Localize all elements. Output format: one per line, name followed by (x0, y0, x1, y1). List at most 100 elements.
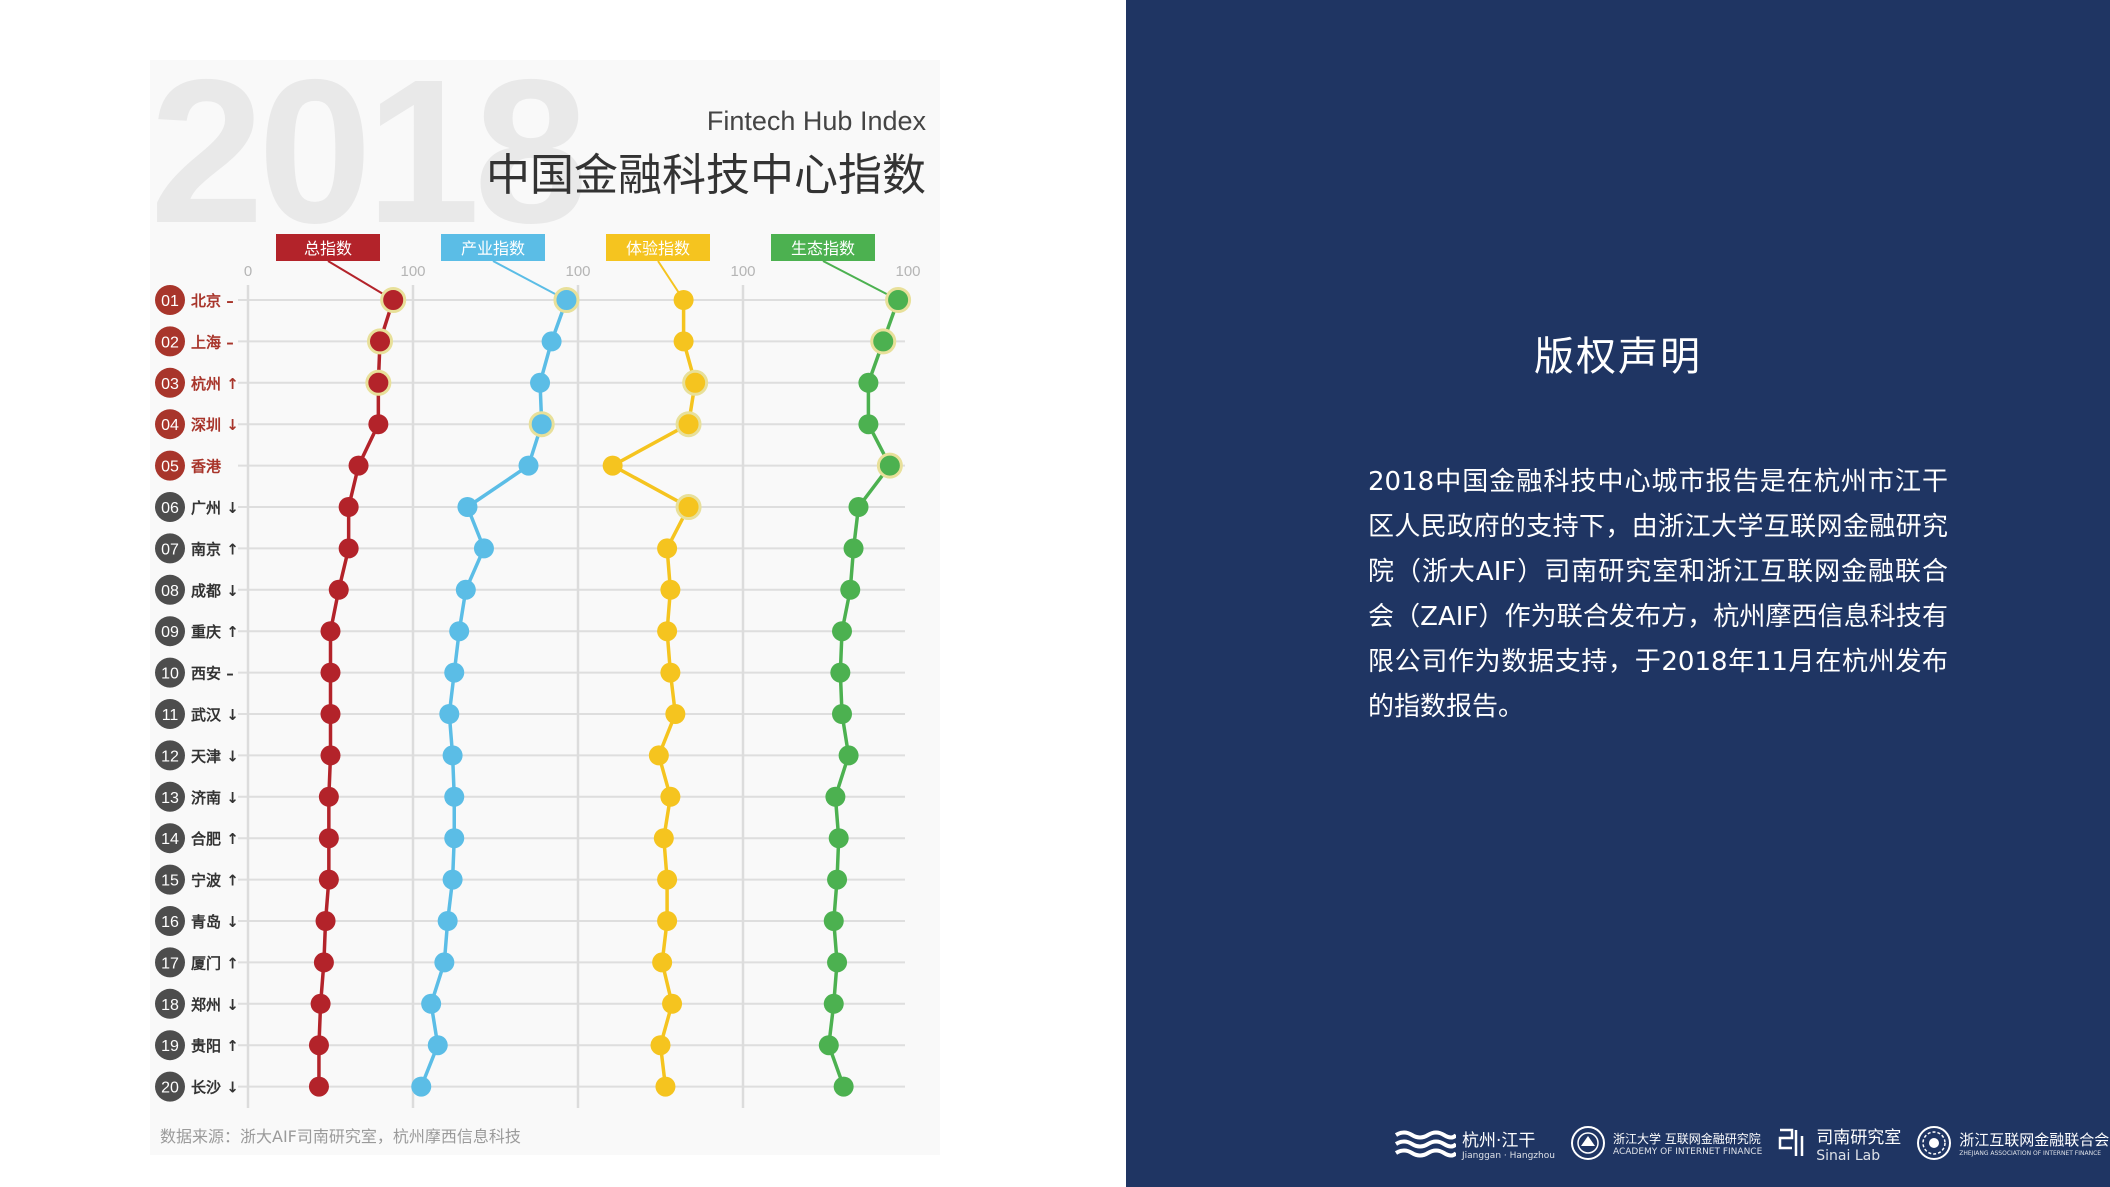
data-point (348, 455, 369, 476)
data-point (310, 993, 331, 1014)
data-point (437, 911, 458, 931)
copyright-body: 2018中国金融科技中心城市报告是在杭州市江干区人民政府的支持下，由浙江大学互联… (1368, 467, 1948, 722)
tick-label: 100 (565, 263, 590, 280)
data-point (457, 497, 478, 517)
rank-number: 06 (161, 500, 179, 517)
rank-number: 01 (161, 293, 179, 310)
data-point (818, 1035, 839, 1056)
data-point (660, 786, 681, 807)
data-point (648, 745, 669, 766)
data-point (858, 372, 879, 393)
data-point (657, 869, 678, 890)
logo-sinai-name: 司南研究室 (1816, 1127, 1902, 1148)
logo-zaif: 浙江互联网金融联合会 ZHEJIANG ASSOCIATION OF INTER… (1915, 1124, 2109, 1162)
rank-badge (155, 1071, 185, 1102)
data-point (328, 579, 349, 600)
data-point (657, 621, 678, 642)
rank-number: 07 (161, 541, 179, 558)
data-point (876, 452, 903, 479)
data-point (338, 538, 359, 559)
legend-connector (492, 260, 567, 301)
rank-number: 20 (161, 1080, 179, 1097)
data-point (885, 287, 912, 313)
data-point (528, 411, 555, 438)
data-point (530, 372, 551, 393)
data-point (313, 952, 334, 973)
city-label: 青岛 ↓ (191, 913, 239, 931)
logo-jianggan: 杭州·江干 Jianggan · Hangzhou (1394, 1126, 1555, 1161)
data-point (439, 704, 460, 724)
logo-zaif-sub: ZHEJIANG ASSOCIATION OF INTERNET FINANCE (1959, 1150, 2102, 1157)
rank-badge (155, 823, 185, 854)
rank-badge (155, 326, 185, 357)
data-point (848, 497, 869, 517)
city-label: 杭州 ↑ (191, 375, 239, 393)
data-point (675, 494, 702, 520)
rank-badge (155, 533, 185, 564)
data-point (838, 745, 859, 766)
data-point (434, 952, 455, 973)
rank-badge (155, 864, 185, 895)
rank-badge (155, 450, 185, 481)
data-point (421, 993, 442, 1014)
legend-tag (771, 234, 875, 261)
chart-panel: 2018 Fintech Hub Index 中国金融科技中心指数 0 100 10… (150, 37, 927, 1146)
copyright-heading: 版权声明 (1534, 334, 1702, 380)
data-point (657, 538, 678, 559)
data-point (833, 1076, 854, 1097)
city-label: 合肥 ↑ (190, 830, 239, 848)
data-point (675, 411, 702, 438)
rank-badge (155, 367, 185, 398)
fintech-hub-index-chart: 2018 Fintech Hub Index 中国金融科技中心指数 0 100 10… (150, 37, 927, 1146)
rank-badge (155, 740, 185, 771)
data-point (827, 952, 848, 973)
data-point (315, 911, 336, 931)
data-point (652, 952, 673, 973)
chart-title: 中国金融科技中心指数 (486, 150, 926, 201)
data-point (655, 1076, 676, 1097)
chart-subtitle: Fintech Hub Index (707, 106, 927, 136)
data-point (308, 1076, 329, 1097)
rank-badge (155, 1030, 185, 1061)
data-point (682, 369, 709, 396)
tick-label: 100 (730, 263, 755, 280)
data-point (657, 911, 678, 931)
city-label: 郑州 ↓ (191, 996, 239, 1014)
city-label: 武汉 ↓ (191, 706, 239, 724)
university-seal-icon (1570, 1126, 1605, 1160)
data-point (365, 369, 392, 396)
rank-badge (155, 906, 185, 936)
city-label: 重庆 ↑ (191, 623, 239, 641)
data-point (660, 662, 681, 683)
year-watermark: 2018 (150, 37, 582, 266)
rank-badge (155, 492, 185, 522)
data-point (320, 621, 341, 642)
rank-badge (155, 699, 185, 729)
data-point (442, 869, 463, 890)
data-point (825, 786, 846, 807)
rank-number: 16 (161, 914, 179, 931)
legend-label: 产业指数 (461, 239, 525, 258)
city-label: 天津 ↓ (191, 747, 239, 765)
data-point (843, 538, 864, 559)
data-point (665, 704, 686, 724)
rank-number: 13 (161, 790, 179, 807)
logo-aif-sub: ACADEMY OF INTERNET FINANCE (1612, 1146, 1763, 1157)
data-point (318, 786, 339, 807)
data-point (444, 662, 465, 683)
data-point (653, 828, 674, 849)
rank-number: 08 (161, 583, 179, 600)
data-point (650, 1035, 671, 1056)
plot-area: 0 100 100 100 100 01 北京 – 02 上海 – 03 杭州 ↑ 04 深圳 ↓ 05 香… (155, 234, 921, 1108)
city-label: 广州 ↓ (191, 499, 239, 517)
data-point (473, 538, 494, 559)
rank-number: 14 (161, 831, 179, 848)
logo-sinai-sub: Sinai Lab (1816, 1147, 1881, 1164)
logo-aif: 浙江大学 互联网金融研究院 ACADEMY OF INTERNET FINANC… (1569, 1124, 1762, 1162)
logo-jianggan-name: 杭州·江干 (1462, 1130, 1536, 1151)
data-point (602, 455, 623, 476)
data-point (320, 704, 341, 724)
rank-number: 15 (161, 873, 179, 890)
data-point (380, 287, 407, 313)
data-point (827, 869, 848, 890)
